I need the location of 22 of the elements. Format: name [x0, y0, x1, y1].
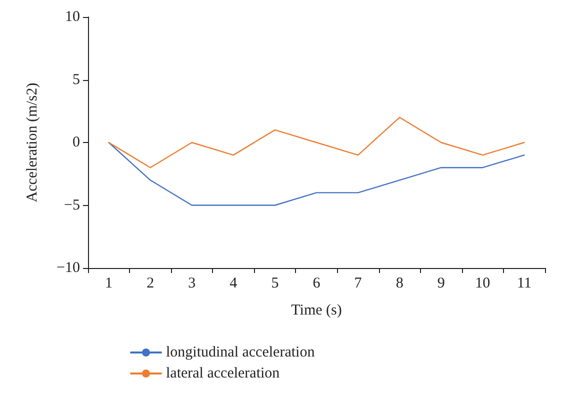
legend-label: lateral acceleration: [166, 366, 280, 382]
x-tick-label: 9: [437, 276, 445, 292]
x-tick-label: 11: [517, 276, 532, 292]
y-axis-title: Acceleration (m/s2): [24, 82, 40, 202]
x-tick-label: 6: [312, 276, 321, 292]
x-tick-label: 10: [475, 276, 490, 292]
y-tick-label: 10: [65, 9, 80, 25]
x-axis-title: Time (s): [291, 302, 342, 318]
y-tick-label: 5: [72, 72, 80, 88]
x-tick-label: 3: [188, 276, 196, 292]
x-tick-label: 8: [396, 276, 404, 292]
x-tick-label: 5: [271, 276, 279, 292]
line-series: [108, 142, 525, 206]
legend-label: longitudinal acceleration: [166, 344, 316, 360]
y-tick-label: −5: [64, 197, 80, 214]
x-tick-label: 1: [105, 276, 113, 292]
x-tick-label: 4: [230, 276, 238, 292]
y-tick-label: 0: [72, 134, 80, 150]
y-tick-label: −10: [56, 260, 80, 276]
line-series: [108, 116, 525, 168]
x-tick-label: 7: [354, 276, 362, 292]
x-tick-label: 2: [146, 276, 154, 292]
